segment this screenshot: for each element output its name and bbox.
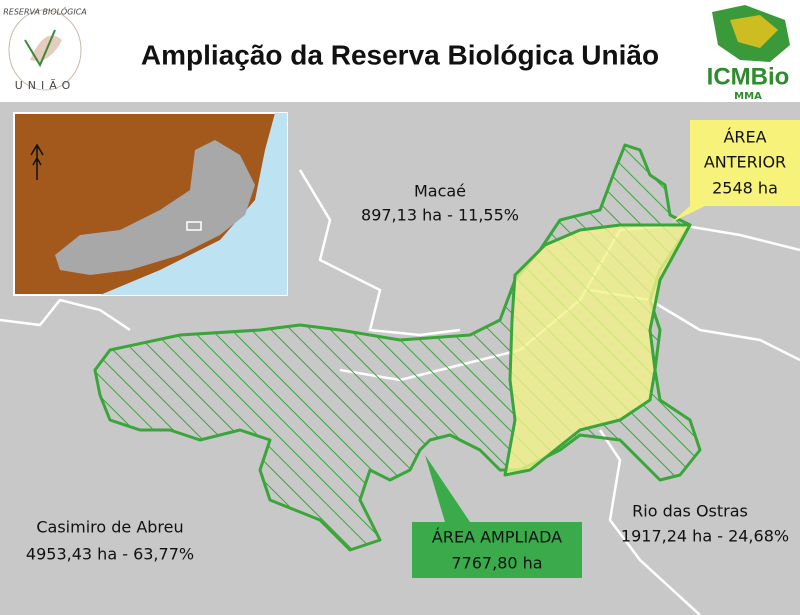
logo-right: ICMBio MMA [707, 5, 790, 102]
logo-text: RESERVA BIOLÓGICA [3, 6, 87, 17]
callout-ampliada: ÁREA AMPLIADA 7767,80 ha [412, 455, 582, 578]
municipality-area: 4953,43 ha - 63,77% [26, 545, 194, 564]
logo-name: ICMBio [707, 63, 790, 90]
municipality-name: Macaé [414, 182, 466, 201]
title: Ampliação da Reserva Biológica União [141, 39, 659, 70]
callout-text: 7767,80 ha [451, 554, 542, 573]
municipality-area: 1917,24 ha - 24,68% [621, 527, 789, 546]
logo-text: UNIÃO [15, 79, 76, 92]
callout-text: 2548 ha [712, 179, 778, 198]
municipality-name: Rio das Ostras [632, 502, 748, 521]
callout-text: ÁREA [723, 128, 766, 147]
logo-left: RESERVA BIOLÓGICA UNIÃO [3, 6, 87, 93]
callout-text: ANTERIOR [704, 153, 786, 172]
callout-anterior: ÁREA ANTERIOR 2548 ha [672, 120, 800, 222]
header [0, 0, 800, 102]
callout-text: ÁREA AMPLIADA [432, 528, 562, 547]
municipality-area: 897,13 ha - 11,55% [361, 206, 519, 225]
logo-sub: MMA [734, 91, 762, 102]
area-anterior [503, 223, 692, 477]
inset-map [13, 112, 288, 296]
municipality-name: Casimiro de Abreu [36, 518, 183, 537]
